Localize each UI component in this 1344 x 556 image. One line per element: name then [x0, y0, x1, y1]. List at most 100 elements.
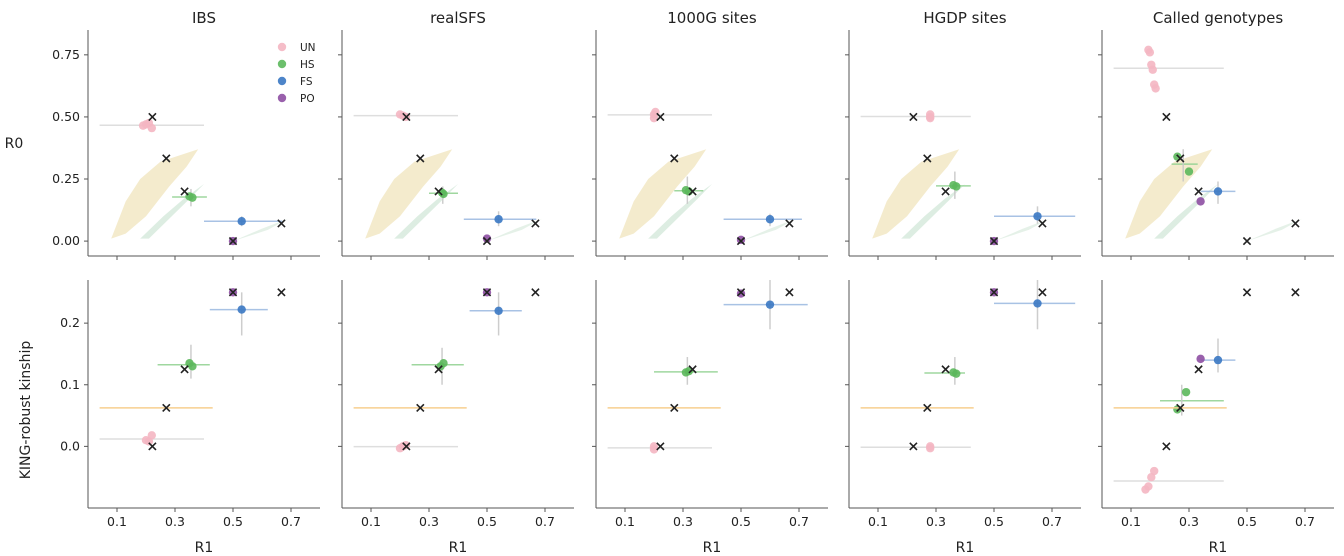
expected-region-band	[365, 149, 453, 239]
legend-label-un: UN	[300, 42, 316, 54]
point-un	[138, 121, 148, 130]
point-fs	[494, 215, 503, 224]
point-fs	[1033, 299, 1042, 308]
panel-0: IBS 0.00 0.25 0.50 0.75 0.1 0.3 0.5 0.7 0.0 0.1 0.2…	[52, 9, 320, 556]
x-tick-label: 0.7	[1042, 514, 1062, 529]
expected-marker	[1194, 365, 1203, 374]
point-hs	[439, 358, 448, 368]
x-tick-label: 0.3	[1179, 514, 1199, 529]
expected-marker	[180, 187, 189, 196]
point-fs	[494, 306, 503, 316]
expected-region-band	[487, 218, 543, 242]
legend-marker-hs	[277, 59, 287, 69]
expected-marker	[1038, 219, 1047, 228]
legend-marker-un	[277, 42, 287, 52]
expected-region-band	[994, 218, 1050, 242]
legend-label-hs: HS	[300, 59, 315, 71]
expected-marker	[989, 288, 999, 297]
expected-region-band	[619, 149, 707, 239]
expected-marker	[531, 219, 540, 228]
expected-marker	[434, 187, 443, 196]
expected-marker	[1242, 236, 1252, 246]
x-tick-label: 0.5	[223, 514, 243, 529]
expected-marker	[656, 442, 665, 451]
point-po	[736, 289, 746, 298]
x-tick-label: 0.3	[673, 514, 693, 529]
expected-marker	[989, 236, 999, 246]
expected-marker	[228, 236, 238, 246]
expected-marker	[162, 403, 171, 413]
y-tick-label: 0.50	[52, 109, 80, 124]
point-un	[649, 445, 659, 454]
point-fs	[1213, 187, 1223, 196]
expected-marker	[1176, 403, 1185, 413]
legend-label-po: PO	[300, 93, 315, 105]
expected-marker	[416, 403, 425, 413]
point-un	[1148, 65, 1157, 74]
expected-marker	[670, 154, 679, 163]
plot-3-king: 0.1 0.3 0.5 0.7 R1	[845, 280, 1081, 556]
point-un	[1144, 482, 1153, 491]
expected-marker	[736, 236, 746, 246]
x-tick-label: 0.1	[361, 514, 381, 529]
expected-marker	[941, 187, 950, 196]
expected-marker	[923, 403, 932, 413]
expected-marker	[402, 442, 411, 451]
expected-marker	[1162, 442, 1171, 451]
plot-4-king: 0.1 0.3 0.5 0.7 R1	[1098, 280, 1334, 556]
expected-marker	[434, 365, 443, 374]
plot-0-r0: 0.00 0.25 0.50 0.75	[52, 30, 320, 260]
point-hs	[1173, 152, 1182, 161]
expected-marker	[180, 365, 189, 374]
x-tick-label: 0.3	[419, 514, 439, 529]
expected-region-band	[111, 149, 199, 239]
x-tick-label: 0.5	[984, 514, 1004, 529]
point-po	[736, 235, 746, 245]
x-axis-label: R1	[956, 540, 975, 556]
expected-marker	[736, 288, 746, 297]
expected-region-band	[741, 218, 797, 242]
y-tick-label: 0.25	[52, 171, 80, 186]
x-tick-label: 0.7	[789, 514, 809, 529]
x-tick-label: 0.3	[165, 514, 185, 529]
point-fs	[1033, 212, 1042, 221]
legend-label-fs: FS	[300, 76, 313, 88]
row-label-king: KING-robust kinship	[18, 341, 34, 480]
expected-marker	[941, 365, 950, 374]
point-un	[147, 123, 156, 133]
x-axis-label: R1	[1209, 540, 1228, 556]
expected-marker	[531, 288, 540, 297]
point-un	[926, 113, 935, 123]
plot-1-r0	[338, 30, 574, 260]
point-un	[926, 444, 935, 453]
expected-marker	[909, 442, 918, 451]
point-hs	[952, 369, 961, 378]
point-hs	[684, 367, 693, 376]
point-hs	[188, 193, 197, 202]
panel-title-2: 1000G sites	[667, 9, 757, 27]
point-un	[1145, 48, 1155, 57]
point-un	[1150, 466, 1159, 476]
x-tick-label: 0.5	[477, 514, 497, 529]
plot-0-king: 0.1 0.3 0.5 0.7 0.0 0.1 0.2 R1	[60, 280, 320, 556]
expected-marker	[416, 154, 425, 163]
point-fs	[765, 215, 775, 224]
point-un	[147, 431, 156, 440]
x-tick-label: 0.7	[535, 514, 555, 529]
y-tick-label: 0.0	[60, 438, 80, 453]
legend-marker-po	[277, 93, 287, 103]
point-hs	[1173, 405, 1182, 414]
expected-marker	[1176, 154, 1185, 163]
point-po	[1196, 354, 1205, 364]
expected-marker	[1291, 219, 1300, 228]
x-axis-label: R1	[703, 540, 722, 556]
panel-title-3: HGDP sites	[923, 9, 1006, 27]
x-tick-label: 0.5	[1237, 514, 1257, 529]
expected-marker	[482, 288, 492, 297]
point-un	[395, 110, 405, 119]
row-label-r0: R0	[5, 136, 24, 152]
panel-title-0: IBS	[192, 9, 216, 27]
panel-title-1: realSFS	[430, 9, 486, 27]
y-tick-label: 0.75	[52, 47, 80, 62]
